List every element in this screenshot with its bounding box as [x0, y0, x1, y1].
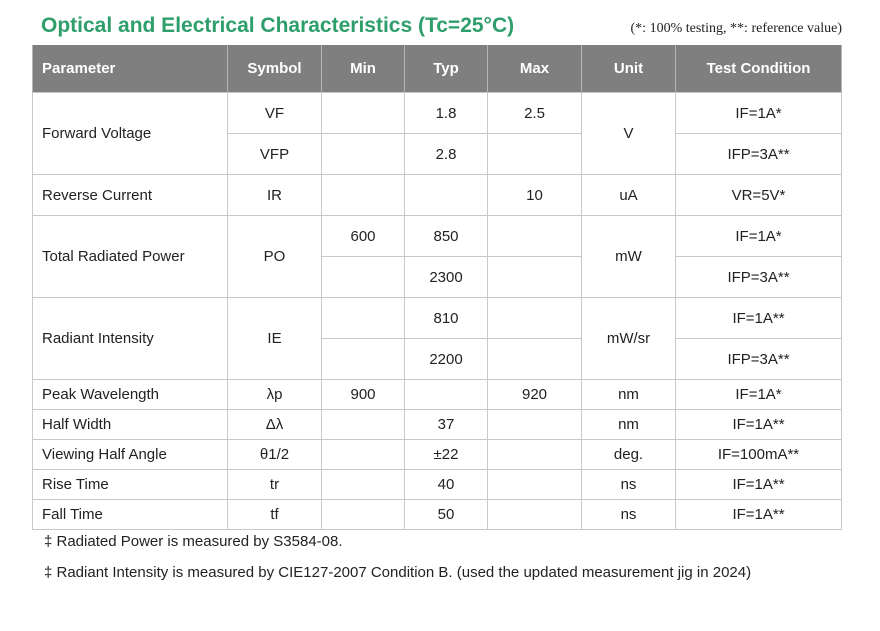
header-test-condition: Test Condition: [675, 45, 842, 93]
cell-condition: IF=100mA**: [675, 439, 842, 470]
cell-unit: ns: [581, 469, 676, 500]
cell-min: 900: [321, 379, 405, 410]
cell-unit: mW: [581, 215, 676, 298]
cell-min: [321, 174, 405, 216]
cell-condition: IFP=3A**: [675, 133, 842, 175]
table-row: 2200 IFP=3A**: [33, 338, 842, 380]
cell-typ: [404, 174, 488, 216]
table-row: Radiant Intensity IE 810 mW/sr IF=1A**: [32, 297, 842, 380]
cell-unit: uA: [581, 174, 676, 216]
table-row: Rise Time tr 40 ns IF=1A**: [32, 469, 842, 500]
cell-max: [487, 297, 582, 339]
table-row: Viewing Half Angle θ1/2 ±22 deg. IF=100m…: [32, 439, 842, 470]
cell-parameter: Viewing Half Angle: [32, 439, 228, 470]
cell-condition: IFP=3A**: [675, 338, 842, 380]
cell-condition: IF=1A**: [675, 499, 842, 530]
cell-max: [487, 469, 582, 500]
cell-unit: mW/sr: [581, 297, 676, 380]
cell-typ: ±22: [404, 439, 488, 470]
cell-max: [487, 256, 582, 298]
cell-typ: 37: [404, 409, 488, 440]
cell-min: [321, 469, 405, 500]
cell-symbol: IR: [227, 174, 322, 216]
table-row: Peak Wavelength λp 900 920 nm IF=1A*: [32, 379, 842, 410]
cell-unit: nm: [581, 409, 676, 440]
cell-parameter: Reverse Current: [32, 174, 228, 216]
header-parameter: Parameter: [32, 45, 228, 93]
cell-condition: VR=5V*: [675, 174, 842, 216]
cell-condition: IFP=3A**: [675, 256, 842, 298]
cell-symbol: Δλ: [227, 409, 322, 440]
header-unit: Unit: [581, 45, 676, 93]
header-symbol: Symbol: [227, 45, 322, 93]
header-max: Max: [487, 45, 582, 93]
cell-parameter: Peak Wavelength: [32, 379, 228, 410]
characteristics-table: Parameter Symbol Min Typ Max Unit Test C…: [32, 45, 842, 530]
footnote-radiant-intensity: ‡ Radiant Intensity is measured by CIE12…: [44, 564, 752, 581]
table-row: Half Width Δλ 37 nm IF=1A**: [32, 409, 842, 440]
cell-min: [321, 92, 405, 134]
page-title: Optical and Electrical Characteristics (…: [41, 14, 515, 37]
table-row: Fall Time tf 50 ns IF=1A**: [32, 499, 842, 530]
cell-min: [321, 439, 405, 470]
cell-unit: nm: [581, 379, 676, 410]
cell-min: [321, 499, 405, 530]
cell-unit: ns: [581, 499, 676, 530]
cell-min: [321, 133, 405, 175]
cell-min: [321, 256, 405, 298]
cell-max: [487, 133, 582, 175]
cell-typ: 2.8: [404, 133, 488, 175]
cell-symbol: VFP: [227, 133, 322, 175]
cell-typ: 2300: [404, 256, 488, 298]
cell-parameter: Rise Time: [32, 469, 228, 500]
cell-parameter: Half Width: [32, 409, 228, 440]
cell-symbol: tf: [227, 499, 322, 530]
cell-condition: IF=1A*: [675, 215, 842, 257]
header-typ: Typ: [404, 45, 488, 93]
cell-max: [487, 338, 582, 380]
cell-condition: IF=1A**: [675, 409, 842, 440]
cell-typ: 50: [404, 499, 488, 530]
table-row: Forward Voltage VF 1.8 2.5 V IF=1A*: [32, 92, 842, 175]
cell-max: [487, 499, 582, 530]
table-row: Reverse Current IR 10 uA VR=5V*: [32, 174, 842, 216]
cell-typ: 2200: [404, 338, 488, 380]
cell-max: [487, 409, 582, 440]
cell-max: 2.5: [487, 92, 582, 134]
cell-condition: IF=1A**: [675, 469, 842, 500]
cell-typ: 40: [404, 469, 488, 500]
header-row: Parameter Symbol Min Typ Max Unit Test C…: [32, 45, 842, 93]
cell-max: [487, 215, 582, 257]
table-row: Total Radiated Power PO 600 850 mW IF=1A…: [32, 215, 842, 298]
cell-unit: deg.: [581, 439, 676, 470]
testing-note: (*: 100% testing, **: reference value): [630, 21, 842, 36]
cell-parameter: Total Radiated Power: [32, 215, 228, 298]
cell-unit: V: [581, 92, 676, 175]
cell-symbol: IE: [227, 297, 322, 380]
cell-max: [487, 439, 582, 470]
cell-max: 920: [487, 379, 582, 410]
cell-parameter: Fall Time: [32, 499, 228, 530]
cell-typ: 1.8: [404, 92, 488, 134]
cell-symbol: θ1/2: [227, 439, 322, 470]
cell-min: [321, 297, 405, 339]
footnote-radiated-power: ‡ Radiated Power is measured by S3584-08…: [44, 533, 343, 550]
cell-symbol: PO: [227, 215, 322, 298]
cell-min: [321, 338, 405, 380]
cell-condition: IF=1A*: [675, 92, 842, 134]
cell-parameter: Radiant Intensity: [32, 297, 228, 380]
cell-min: 600: [321, 215, 405, 257]
cell-condition: IF=1A*: [675, 379, 842, 410]
cell-condition: IF=1A**: [675, 297, 842, 339]
cell-symbol: tr: [227, 469, 322, 500]
header-min: Min: [321, 45, 405, 93]
cell-typ: 810: [404, 297, 488, 339]
cell-max: 10: [487, 174, 582, 216]
cell-parameter: Forward Voltage: [32, 92, 228, 175]
cell-symbol: λp: [227, 379, 322, 410]
cell-typ: 850: [404, 215, 488, 257]
cell-min: [321, 409, 405, 440]
cell-typ: [404, 379, 488, 410]
cell-symbol: VF: [227, 92, 322, 134]
